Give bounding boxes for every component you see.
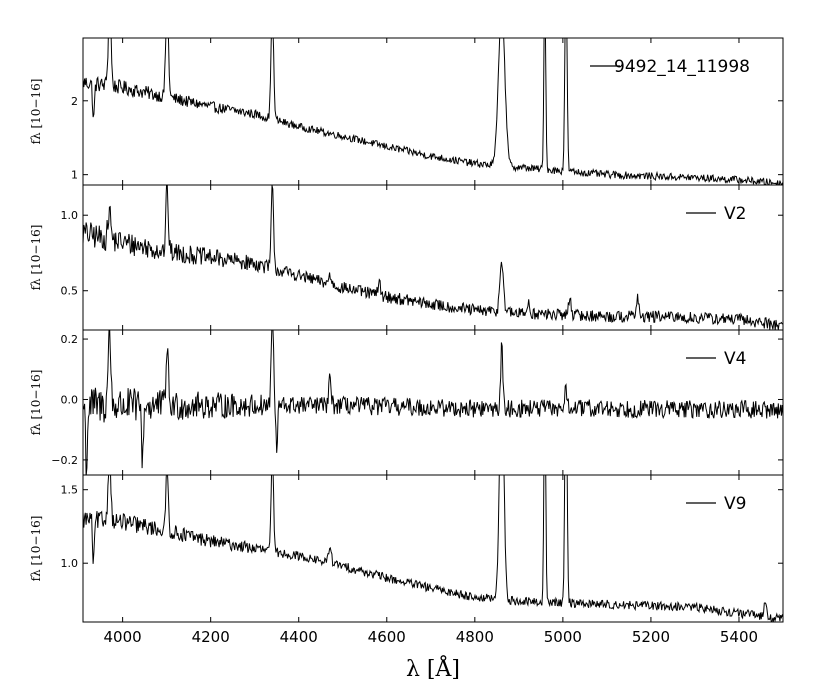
x-tick-label-5: 5000 — [544, 628, 582, 646]
x-tick-label-2: 4400 — [280, 628, 318, 646]
y-axis-label-0: fλ [10−16] — [29, 79, 43, 145]
x-tick-label-1: 4200 — [192, 628, 230, 646]
y-tick-label-1-0: 0.5 — [61, 285, 79, 298]
legend-label-1: V2 — [724, 204, 746, 224]
panel-frame-3 — [82, 474, 784, 623]
y-axis-label-1: fλ [10−16] — [29, 225, 43, 291]
x-tick-label-4: 4800 — [456, 628, 494, 646]
spectrum-line-1 — [83, 185, 783, 330]
y-tick-label-1-1: 1.0 — [61, 209, 79, 222]
x-tick-label-6: 5200 — [632, 628, 670, 646]
y-tick-label-2-2: 0.2 — [61, 333, 79, 346]
y-tick-label-0-1: 2 — [71, 95, 78, 108]
y-tick-label-0-0: 1 — [71, 169, 78, 182]
y-tick-label-3-1: 1.5 — [61, 484, 79, 497]
x-tick-label-3: 4600 — [368, 628, 406, 646]
legend-label-2: V4 — [724, 349, 746, 369]
spectrum-line-2 — [83, 330, 783, 475]
spectrum-line-0 — [83, 38, 783, 185]
y-tick-label-2-1: 0.0 — [61, 393, 79, 406]
spectrum-line-3 — [83, 475, 783, 622]
y-tick-label-3-0: 1.0 — [61, 557, 79, 570]
y-axis-label-2: fλ [10−16] — [29, 370, 43, 436]
y-axis-label-3: fλ [10−16] — [29, 516, 43, 582]
y-tick-label-2-0: −0.2 — [51, 454, 78, 467]
legend-label-0: 9492_14_11998 — [614, 57, 750, 77]
x-axis-label: λ [Å] — [406, 654, 460, 682]
x-tick-label-0: 4000 — [104, 628, 142, 646]
legend-label-3: V9 — [724, 494, 746, 514]
panel-frame-2 — [82, 329, 784, 476]
x-tick-label-7: 5400 — [720, 628, 758, 646]
